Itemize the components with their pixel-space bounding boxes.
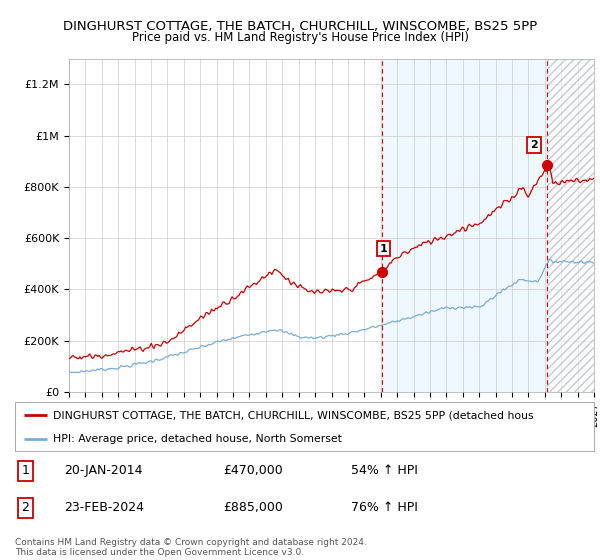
Text: 76% ↑ HPI: 76% ↑ HPI <box>351 501 418 515</box>
Text: 54% ↑ HPI: 54% ↑ HPI <box>351 464 418 478</box>
Text: Contains HM Land Registry data © Crown copyright and database right 2024.
This d: Contains HM Land Registry data © Crown c… <box>15 538 367 557</box>
Text: 1: 1 <box>22 464 29 478</box>
Bar <box>382 59 594 392</box>
Text: DINGHURST COTTAGE, THE BATCH, CHURCHILL, WINSCOMBE, BS25 5PP (detached hous: DINGHURST COTTAGE, THE BATCH, CHURCHILL,… <box>53 410 533 421</box>
Text: HPI: Average price, detached house, North Somerset: HPI: Average price, detached house, Nort… <box>53 434 341 444</box>
Text: 2: 2 <box>22 501 29 515</box>
Text: Price paid vs. HM Land Registry's House Price Index (HPI): Price paid vs. HM Land Registry's House … <box>131 31 469 44</box>
Text: DINGHURST COTTAGE, THE BATCH, CHURCHILL, WINSCOMBE, BS25 5PP: DINGHURST COTTAGE, THE BATCH, CHURCHILL,… <box>63 20 537 32</box>
Text: 1: 1 <box>379 244 387 254</box>
Text: 2: 2 <box>530 140 538 150</box>
Text: £470,000: £470,000 <box>223 464 283 478</box>
Text: £885,000: £885,000 <box>223 501 283 515</box>
Text: 23-FEB-2024: 23-FEB-2024 <box>64 501 144 515</box>
Text: 20-JAN-2014: 20-JAN-2014 <box>64 464 143 478</box>
Bar <box>547 59 594 392</box>
